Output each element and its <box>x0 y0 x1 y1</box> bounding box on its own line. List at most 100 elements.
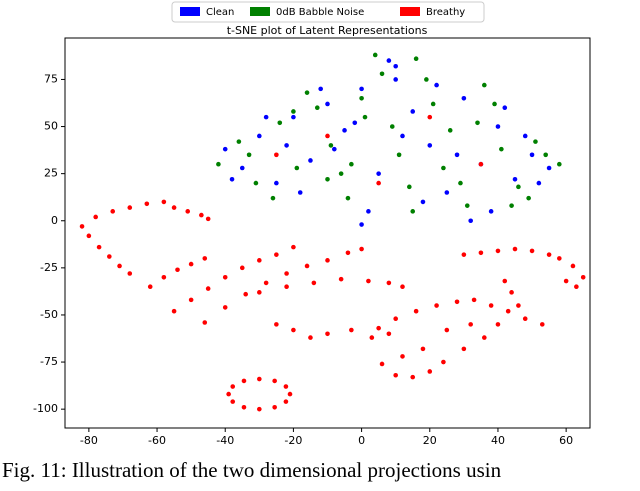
point <box>205 216 211 222</box>
point <box>171 308 177 314</box>
point <box>325 331 330 337</box>
point <box>359 86 364 92</box>
legend-label: Clean <box>206 7 234 18</box>
point <box>427 143 433 148</box>
point <box>471 297 477 303</box>
x-tick-label: -20 <box>284 434 302 447</box>
point <box>522 316 528 322</box>
x-tick-label: 60 <box>559 434 573 447</box>
point <box>230 384 236 389</box>
legend-swatch <box>250 7 270 16</box>
point <box>447 128 453 133</box>
y-tick-label: -25 <box>40 261 58 274</box>
point <box>243 291 248 297</box>
point <box>464 203 470 208</box>
y-tick-label: -100 <box>33 402 58 415</box>
point <box>287 391 293 397</box>
point <box>512 177 518 182</box>
x-tick-label: 40 <box>491 434 505 447</box>
point <box>274 322 279 327</box>
point <box>257 376 262 382</box>
point <box>505 308 511 314</box>
point <box>127 205 133 210</box>
point <box>283 384 289 389</box>
point <box>241 404 247 410</box>
point <box>205 286 211 291</box>
point <box>257 406 262 412</box>
point <box>546 252 552 257</box>
point <box>239 165 245 171</box>
point <box>297 190 303 195</box>
point <box>161 199 167 205</box>
point <box>424 77 429 82</box>
point <box>294 165 300 171</box>
point <box>536 180 542 186</box>
point <box>274 252 279 257</box>
point <box>144 201 150 207</box>
point <box>557 161 562 167</box>
legend-label: Breathy <box>426 7 465 18</box>
legend-label: 0dB Babble Noise <box>276 7 364 18</box>
point <box>325 258 330 263</box>
point <box>400 354 405 359</box>
point <box>352 120 358 126</box>
point <box>274 180 279 186</box>
point <box>468 322 473 327</box>
point <box>574 284 579 289</box>
point <box>304 90 310 95</box>
point <box>393 316 398 322</box>
point <box>185 209 191 214</box>
point <box>488 209 494 214</box>
point <box>461 252 467 257</box>
point <box>444 327 450 333</box>
point <box>291 114 296 120</box>
point <box>441 165 446 171</box>
point <box>454 299 460 305</box>
point <box>283 399 289 404</box>
y-tick-label: 50 <box>44 120 58 133</box>
point <box>263 280 269 286</box>
point <box>272 404 277 410</box>
point <box>325 101 330 107</box>
point <box>284 284 289 289</box>
point <box>413 308 419 314</box>
point <box>107 254 112 259</box>
point <box>349 161 354 167</box>
point <box>492 101 497 107</box>
point <box>257 133 262 139</box>
point <box>468 218 473 224</box>
point <box>366 209 371 214</box>
point <box>434 303 439 308</box>
point <box>345 250 351 256</box>
legend-swatch <box>400 7 420 16</box>
point <box>277 120 283 126</box>
point <box>161 274 167 280</box>
point <box>488 303 494 308</box>
point <box>529 152 535 158</box>
plot-frame <box>64 37 591 429</box>
point <box>434 82 439 88</box>
point <box>314 105 320 111</box>
point <box>482 335 487 340</box>
point <box>274 152 279 158</box>
point <box>400 133 405 139</box>
caption: Fig. 11: Illustration of the two dimensi… <box>2 458 502 482</box>
point <box>495 248 501 254</box>
point <box>199 212 204 218</box>
point <box>308 158 313 163</box>
point <box>430 101 436 107</box>
point <box>345 195 351 201</box>
point <box>420 346 426 352</box>
series <box>79 114 586 412</box>
point <box>400 284 405 289</box>
point <box>407 184 412 190</box>
x-tick-label: -80 <box>80 434 98 447</box>
point <box>539 322 545 327</box>
point <box>222 146 228 152</box>
point <box>482 82 487 88</box>
point <box>349 327 354 333</box>
point <box>86 233 92 239</box>
point <box>171 205 177 210</box>
